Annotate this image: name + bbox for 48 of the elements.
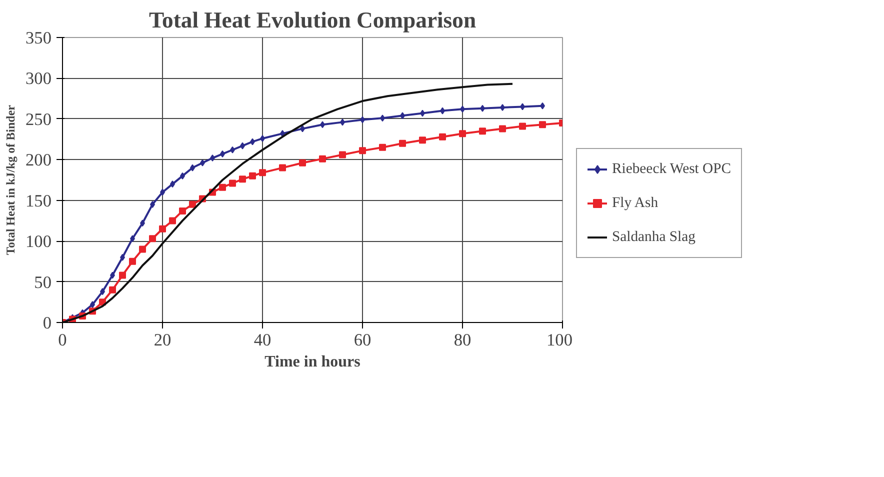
x-tick-label: 60 [354, 330, 372, 350]
x-tick-label: 0 [58, 330, 67, 350]
point [379, 144, 386, 151]
y-tick-label: 150 [26, 191, 52, 210]
point [279, 164, 286, 172]
point [129, 258, 136, 265]
point [419, 136, 426, 144]
y-tick-label: 100 [26, 232, 52, 252]
legend-label: Saldanha Slag [612, 228, 696, 246]
legend-label: Riebeeck West OPC [612, 160, 732, 178]
point [399, 140, 406, 147]
point [149, 235, 156, 242]
point [539, 121, 546, 128]
point [499, 125, 506, 132]
point [259, 169, 266, 176]
x-tick-label: 80 [454, 330, 472, 350]
point [299, 159, 306, 166]
legend-label: Fly Ash [612, 194, 658, 212]
y-tick-label: 200 [26, 150, 52, 170]
point [229, 180, 236, 187]
point [109, 286, 116, 294]
point [459, 130, 466, 138]
y-axis-title: Total Heat in kJ/kg of Binder [4, 104, 18, 255]
point [339, 151, 346, 158]
point [189, 200, 196, 208]
x-tick-label: 100 [546, 330, 573, 350]
point [479, 128, 486, 135]
point [359, 147, 366, 154]
chart-title: Total Heat Evolution Comparison [148, 8, 476, 32]
x-axis-title: Time in hours [264, 354, 360, 370]
point [239, 176, 246, 183]
x-tick-label: 20 [154, 330, 172, 350]
y-tick-label: 0 [42, 314, 52, 332]
point [119, 272, 126, 279]
point [159, 225, 166, 232]
point [249, 172, 256, 180]
point [439, 133, 446, 140]
point [519, 122, 526, 130]
y-tick-label: 300 [26, 69, 52, 88]
y-tick-label: 350 [26, 28, 52, 48]
point [139, 246, 146, 253]
point [169, 217, 176, 224]
y-tick-label: 250 [26, 110, 52, 129]
y-tick-label: 50 [34, 272, 52, 292]
point [179, 207, 186, 214]
x-tick-label: 40 [254, 330, 272, 350]
point [319, 155, 326, 162]
point [219, 184, 226, 191]
